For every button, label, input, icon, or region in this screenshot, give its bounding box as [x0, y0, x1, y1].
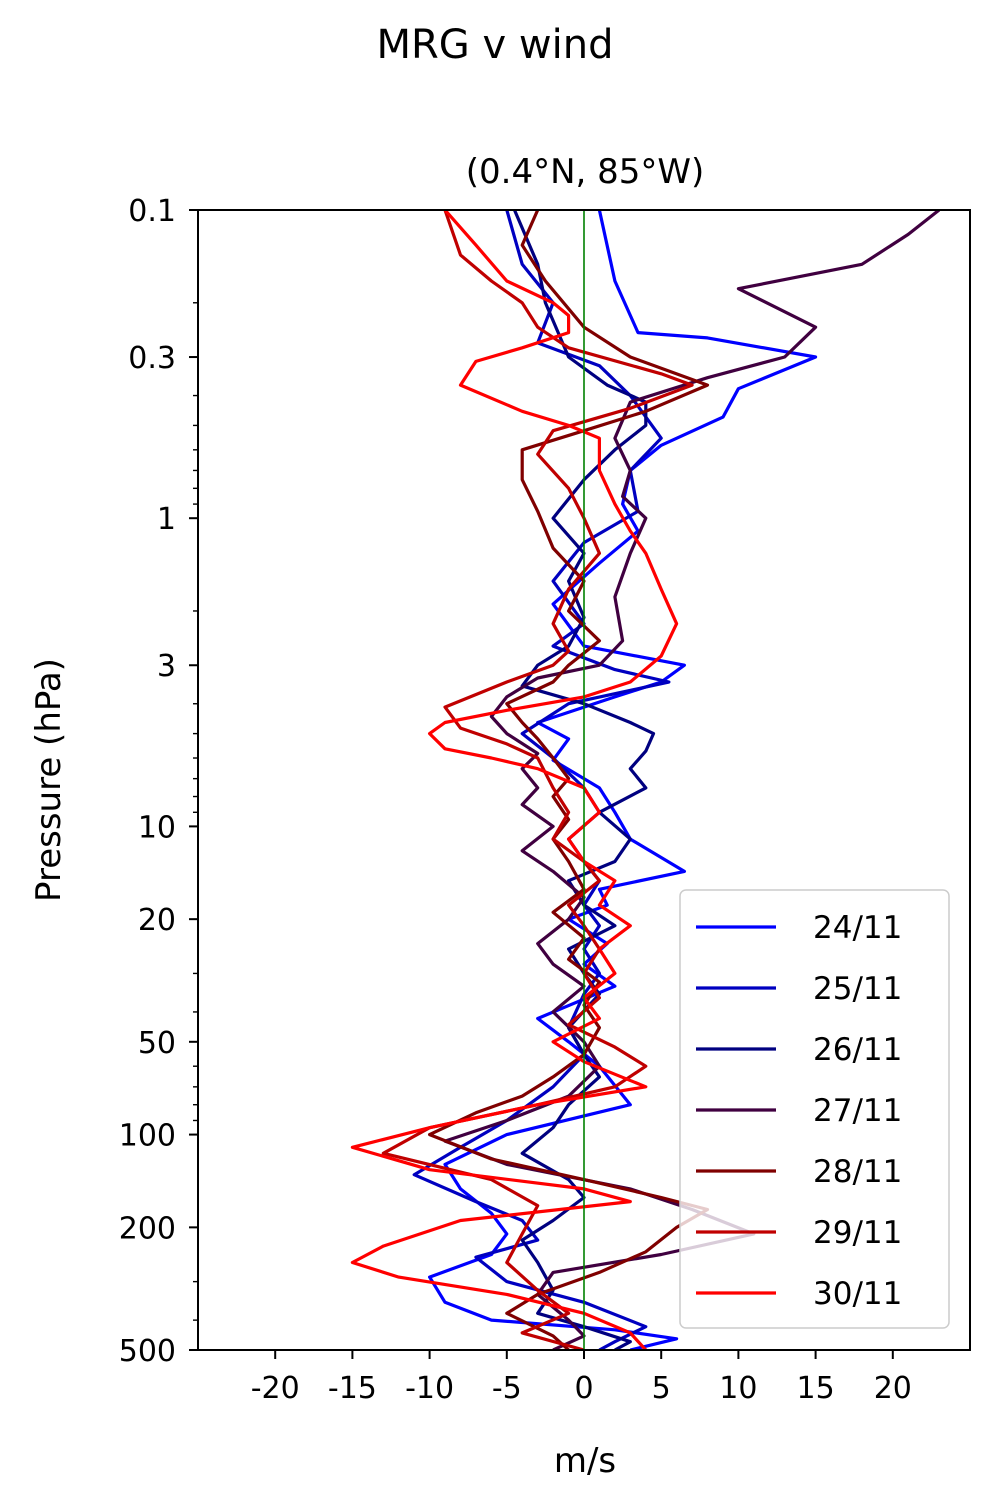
legend-box [679, 889, 950, 1329]
y-tick-label: 10 [138, 810, 176, 845]
y-axis: 0.1 0.3 1 3 10 20 50 100 200 500 [119, 194, 198, 1369]
legend-label: 30/11 [813, 1276, 902, 1312]
series-line-7 [350, 210, 679, 1350]
y-tick-label: 3 [157, 649, 176, 684]
y-tick-label: 20 [138, 903, 176, 938]
legend-label: 26/11 [813, 1032, 902, 1068]
x-tick-label: 10 [719, 1371, 757, 1406]
legend-label: 24/11 [813, 910, 902, 946]
series-line-1 [428, 210, 818, 1350]
x-tick-label: 5 [652, 1371, 671, 1406]
series-line-3 [513, 210, 656, 1350]
y-tick-label: 100 [119, 1119, 176, 1154]
plot-title: (0.4°N, 85°W) [466, 152, 705, 192]
legend-label: 29/11 [813, 1215, 902, 1251]
x-tick-label: 20 [874, 1371, 912, 1406]
x-tick-label: -10 [405, 1371, 454, 1406]
y-tick-label: 1 [157, 502, 176, 537]
legend-label: 28/11 [813, 1154, 902, 1190]
legend-label: 25/11 [813, 971, 902, 1007]
x-axis-label: m/s [554, 1441, 616, 1481]
y-tick-label: 500 [119, 1334, 176, 1369]
legend: 24/11 25/11 26/11 27/11 28/11 29/11 30/11 [679, 889, 950, 1329]
y-tick-label: 0.1 [128, 194, 176, 229]
legend-label: 27/11 [813, 1093, 902, 1129]
series-line-6 [381, 210, 694, 1350]
y-tick-label: 0.3 [128, 341, 176, 376]
x-tick-label: -5 [492, 1371, 522, 1406]
y-tick-label: 200 [119, 1211, 176, 1246]
y-axis-label: Pressure (hPa) [29, 658, 69, 902]
x-axis: -20 -15 -10 -5 0 5 10 15 20 [251, 1350, 912, 1406]
figure-title: MRG v wind [376, 22, 614, 68]
x-tick-label: 0 [574, 1371, 593, 1406]
x-tick-label: -20 [251, 1371, 300, 1406]
x-tick-label: -15 [328, 1371, 377, 1406]
x-tick-label: 15 [797, 1371, 835, 1406]
y-tick-label: 50 [138, 1026, 176, 1061]
